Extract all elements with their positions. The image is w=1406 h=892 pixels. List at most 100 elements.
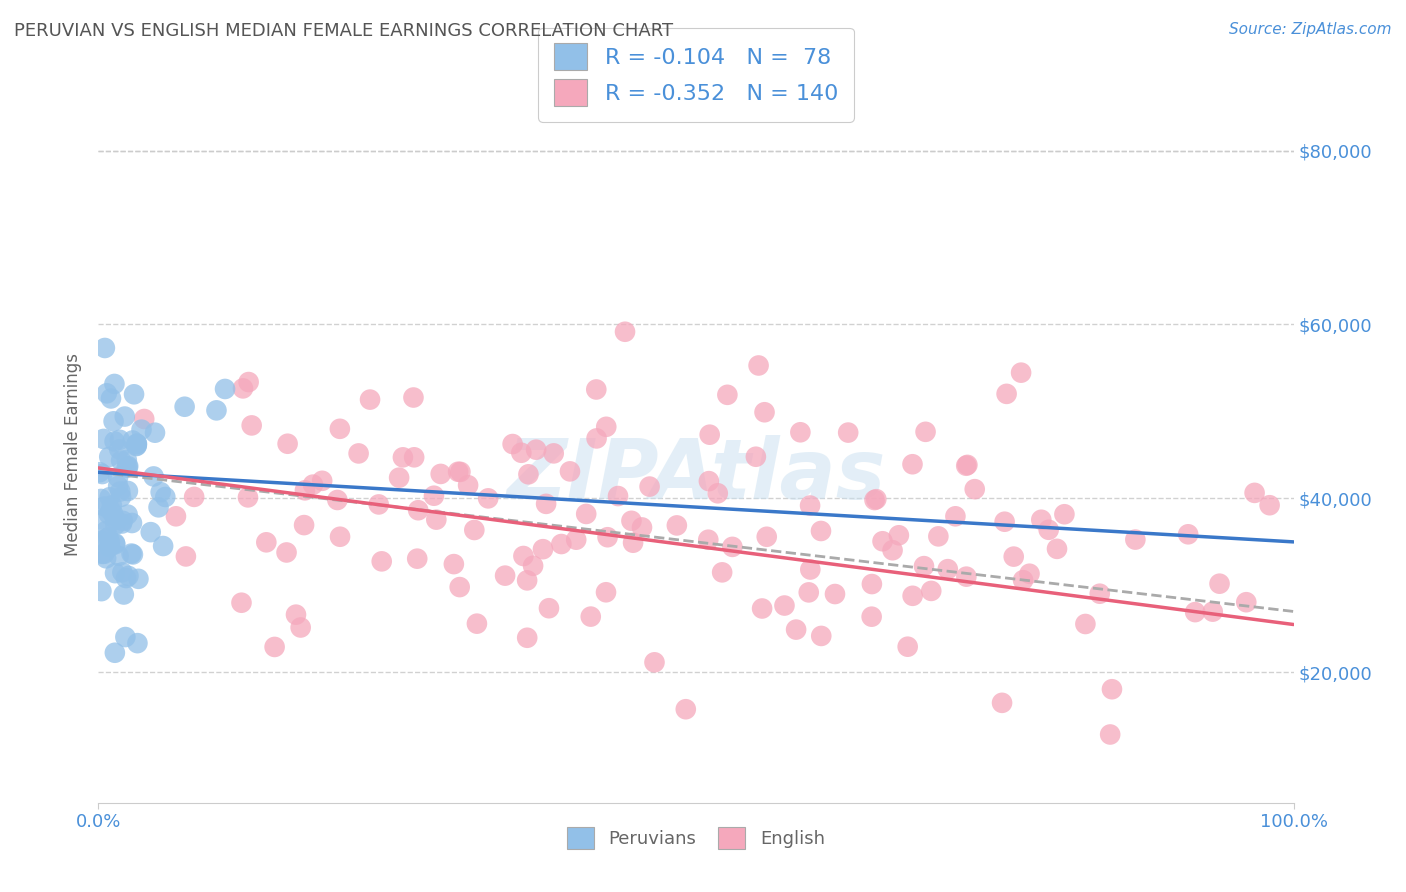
Point <box>675 702 697 716</box>
Point <box>127 636 149 650</box>
Point <box>104 513 127 527</box>
Point <box>697 474 720 488</box>
Point <box>392 450 415 465</box>
Point <box>457 478 479 492</box>
Point <box>1101 682 1123 697</box>
Point <box>117 569 139 583</box>
Point <box>402 391 425 405</box>
Point <box>134 412 156 426</box>
Point <box>406 503 429 517</box>
Point <box>596 530 619 544</box>
Point <box>94 524 117 538</box>
Point <box>620 514 643 528</box>
Point <box>139 525 162 540</box>
Point <box>512 549 534 563</box>
Point <box>103 508 125 522</box>
Point <box>463 523 485 537</box>
Point <box>516 574 538 588</box>
Point <box>125 439 148 453</box>
Point <box>824 587 846 601</box>
Point <box>882 543 904 558</box>
Point <box>837 425 859 440</box>
Point <box>97 530 120 544</box>
Point <box>254 535 277 549</box>
Point <box>104 566 127 581</box>
Point <box>114 630 136 644</box>
Point <box>359 392 381 407</box>
Point <box>537 601 560 615</box>
Point <box>148 500 170 515</box>
Point <box>329 530 352 544</box>
Point <box>543 446 565 460</box>
Point <box>121 516 143 530</box>
Point <box>1046 541 1069 556</box>
Point <box>117 483 139 498</box>
Point <box>449 580 471 594</box>
Point <box>517 467 540 482</box>
Point <box>449 465 471 479</box>
Point <box>1184 605 1206 619</box>
Point <box>104 536 127 550</box>
Point <box>240 418 263 433</box>
Point <box>751 601 773 615</box>
Point <box>699 427 721 442</box>
Point <box>89 512 111 526</box>
Point <box>516 631 538 645</box>
Point <box>125 436 148 450</box>
Point <box>107 479 129 493</box>
Point <box>98 535 121 549</box>
Point <box>522 558 544 573</box>
Point <box>93 547 115 561</box>
Point <box>110 484 132 499</box>
Point <box>122 387 145 401</box>
Point <box>810 629 832 643</box>
Point <box>311 474 333 488</box>
Legend: Peruvians, English: Peruvians, English <box>553 813 839 863</box>
Point <box>1243 486 1265 500</box>
Point <box>94 341 117 355</box>
Point <box>108 442 131 457</box>
Point <box>111 514 134 528</box>
Point <box>103 414 125 428</box>
Point <box>920 583 942 598</box>
Point <box>100 504 122 518</box>
Point <box>865 492 887 507</box>
Point <box>183 490 205 504</box>
Point <box>277 436 299 450</box>
Point <box>711 566 734 580</box>
Point <box>347 446 370 460</box>
Point <box>236 491 259 505</box>
Point <box>263 640 285 654</box>
Point <box>96 386 118 401</box>
Point <box>108 433 131 447</box>
Point <box>155 490 177 504</box>
Point <box>607 489 630 503</box>
Point <box>1031 513 1053 527</box>
Point <box>995 387 1018 401</box>
Point <box>1038 523 1060 537</box>
Point <box>214 382 236 396</box>
Point <box>565 533 588 547</box>
Point <box>367 498 389 512</box>
Point <box>745 450 768 464</box>
Point <box>638 479 661 493</box>
Point <box>1088 587 1111 601</box>
Point <box>994 515 1017 529</box>
Point <box>93 432 115 446</box>
Point <box>96 532 118 546</box>
Point <box>205 403 228 417</box>
Point <box>290 620 312 634</box>
Point <box>575 507 598 521</box>
Point <box>329 422 352 436</box>
Point <box>1053 508 1076 522</box>
Point <box>754 405 776 419</box>
Point <box>585 431 607 445</box>
Point <box>98 540 121 554</box>
Point <box>90 533 112 548</box>
Point <box>127 572 149 586</box>
Point <box>550 537 572 551</box>
Point <box>887 528 910 542</box>
Point <box>799 499 821 513</box>
Point <box>963 482 986 496</box>
Point <box>117 460 139 475</box>
